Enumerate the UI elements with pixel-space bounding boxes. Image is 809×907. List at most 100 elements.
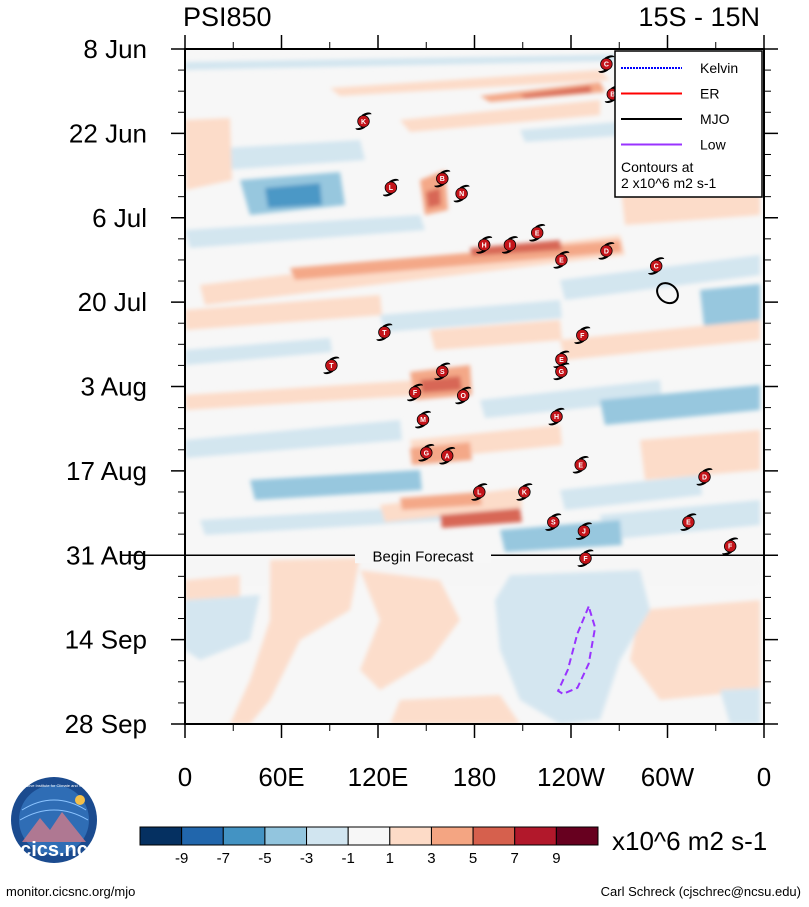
storm-symbol: H [548,407,565,426]
storm-core [576,329,589,342]
legend-label: ER [700,86,719,102]
storm-symbol: G [418,444,435,462]
storm-letter: I [509,242,511,249]
storm-core [441,449,454,462]
storm-core [574,458,587,471]
storm-letter: E [578,462,583,469]
storm-core [698,470,711,484]
storm-core [503,238,517,252]
colorbar-swatch [181,826,224,846]
storm-letter: K [522,490,527,497]
colorbar-label: -3 [300,850,313,867]
storm-letter: J [582,529,586,536]
colorbar: -9 -7 -5 -3 -1 1 3 5 7 9 [139,826,599,867]
storm-symbol: E [529,224,546,242]
storm-symbol: E [680,513,697,531]
x-tick-label: 120W [537,762,605,792]
colorbar-swatch [347,826,391,846]
storm-letter: C [604,62,609,69]
colorbar-label: 3 [427,850,435,867]
storm-core [579,552,592,565]
colorbar-swatch [472,826,516,846]
colorbar-label: -1 [342,850,355,867]
colorbar-label: 7 [511,850,519,867]
colorbar-label: 5 [469,850,477,867]
y-tick-label: 31 Aug [66,540,147,570]
storm-letter: B [440,176,445,183]
storm-letter: T [329,363,334,370]
storm-letter: L [389,185,394,192]
storm-letter: O [460,393,466,400]
y-tick-label: 3 Aug [80,372,147,402]
contour-note: 2 x10^6 m2 s-1 [621,175,716,191]
storm-core [550,410,563,423]
colorbar-swatch [430,826,474,846]
y-tick-label: 6 Jul [92,203,147,233]
storm-symbol: D [598,242,615,260]
y-tick-label: 20 Jul [78,287,147,317]
storm-core [436,172,449,185]
storm-symbol: S [545,513,562,531]
storm-letter: G [424,450,430,457]
storm-core [555,253,568,267]
storm-letter: H [482,242,487,249]
storm-letter: E [559,257,564,264]
storm-letter: A [445,453,450,460]
storm-symbol: G [553,362,570,381]
mjo-contour [656,282,679,305]
storm-core [455,187,468,200]
colorbar-swatch [389,826,432,846]
colorbar-swatch [139,826,183,846]
legend-label: Kelvin [700,60,738,76]
storm-core [600,57,613,71]
storm-letter: K [361,119,366,126]
x-tick-label: 0 [178,762,192,792]
storm-symbol: F [407,383,423,402]
storm-symbol: L [382,178,399,197]
anomaly-field [185,52,760,724]
colorbar-label: 1 [386,850,394,867]
storm-symbol: C [598,55,615,73]
storm-core [357,115,370,128]
logo-text: cics.nc [20,839,88,861]
storm-letter: C [654,264,659,271]
storm-core [531,226,544,240]
storm-letter: S [551,520,556,527]
storm-symbol: F [722,537,739,555]
colorbar-swatch [306,826,349,846]
storm-symbol: E [572,456,589,474]
storm-symbol: K [516,483,533,501]
x-tick-label: 0 [757,762,771,792]
x-tick-label: 60W [641,762,695,792]
storm-core [547,515,560,529]
storm-symbol: L [471,483,488,501]
y-tick-label: 8 Jun [83,34,147,64]
forecast-label: Begin Forecast [373,548,475,565]
storm-letter: B [610,92,615,99]
storm-core [518,485,531,499]
storm-letter: F [583,556,588,563]
storm-symbol: E [553,251,570,269]
y-tick-label: 28 Sep [65,709,147,739]
legend-label: Low [700,137,727,153]
storm-letter: E [686,520,691,527]
storm-symbol: D [696,468,713,486]
colorbar-label: -9 [175,850,188,867]
storm-symbol: O [455,386,472,405]
y-tick-label: 14 Sep [65,625,147,655]
storm-letter: G [559,369,565,376]
storm-core [478,238,491,252]
storm-symbol: N [453,184,470,203]
storm-symbol: J [575,522,592,540]
contour-note: Contours at [621,159,693,175]
storm-letter: D [702,474,707,481]
storm-symbol: K [355,112,372,131]
storm-letter: L [477,490,482,497]
x-tick-label: 120E [348,762,409,792]
storm-core [577,524,591,538]
storm-letter: M [420,417,426,424]
logo-arc-text: Cooperative Institute for Climate and Sa… [13,783,95,788]
storm-core [555,365,568,378]
footer-right: Carl Schreck (cjschrec@ncsu.edu) [600,884,801,899]
